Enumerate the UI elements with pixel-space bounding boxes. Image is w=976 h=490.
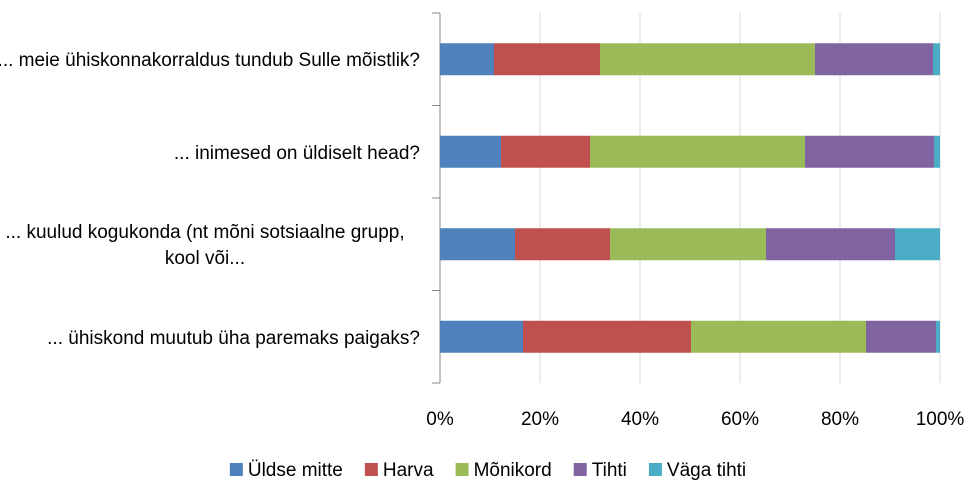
bar-segment: [691, 320, 866, 353]
y-tick-label: ... inimesed on üldiselt head?: [0, 141, 420, 167]
legend-label: Väga tihti: [667, 460, 746, 481]
bar-segment: [934, 135, 940, 168]
y-tick-label: ... kuulud kogukonda (nt mõni sotsiaalne…: [0, 220, 420, 272]
bar-segment: [440, 135, 501, 168]
bar-segment: [600, 43, 815, 76]
legend-swatch: [364, 463, 378, 476]
bar-segment: [590, 135, 805, 168]
y-tick-label-text: ... inimesed on üldiselt head?: [173, 142, 420, 164]
y-tick-label-text: ... kuulud kogukonda (nt mõni sotsiaalne…: [5, 222, 405, 270]
bar-segment: [494, 43, 600, 76]
legend-swatch: [455, 463, 469, 476]
y-tick-label-text: ... meie ühiskonnakorraldus tundub Sulle…: [0, 50, 420, 72]
legend-label: Üldse mitte: [248, 460, 343, 481]
y-tick-label-text: ... ühiskond muutub üha paremaks paigaks…: [47, 327, 420, 349]
y-tick-label: ... ühiskond muutub üha paremaks paigaks…: [0, 326, 420, 352]
bar-segment: [815, 43, 933, 76]
bar-segment: [766, 228, 895, 261]
x-tick-label: 80%: [821, 409, 859, 430]
bar-segment: [440, 228, 515, 261]
bar-segment: [895, 228, 940, 261]
x-tick-label: 20%: [521, 409, 559, 430]
bar-segment: [515, 228, 610, 261]
bar-segment: [440, 43, 494, 76]
bar-segment: [866, 320, 936, 353]
x-tick-label: 100%: [916, 409, 965, 430]
legend-label: Tihti: [592, 460, 627, 481]
bar-segment: [523, 320, 691, 353]
x-tick-label: 0%: [426, 409, 454, 430]
legend-swatch: [573, 463, 587, 476]
x-tick-label: 40%: [621, 409, 659, 430]
bar-segment: [610, 228, 766, 261]
x-tick-label: 60%: [721, 409, 759, 430]
y-tick-label: ... meie ühiskonnakorraldus tundub Sulle…: [0, 48, 420, 74]
bar-segment: [933, 43, 940, 76]
bar-segment: [936, 320, 940, 353]
bar-segment: [805, 135, 934, 168]
legend-swatch: [229, 463, 243, 476]
legend-label: Harva: [383, 460, 434, 481]
bar-segment: [440, 320, 523, 353]
bar-segment: [501, 135, 590, 168]
legend-label: Mõnikord: [474, 460, 552, 481]
legend-swatch: [648, 463, 662, 476]
